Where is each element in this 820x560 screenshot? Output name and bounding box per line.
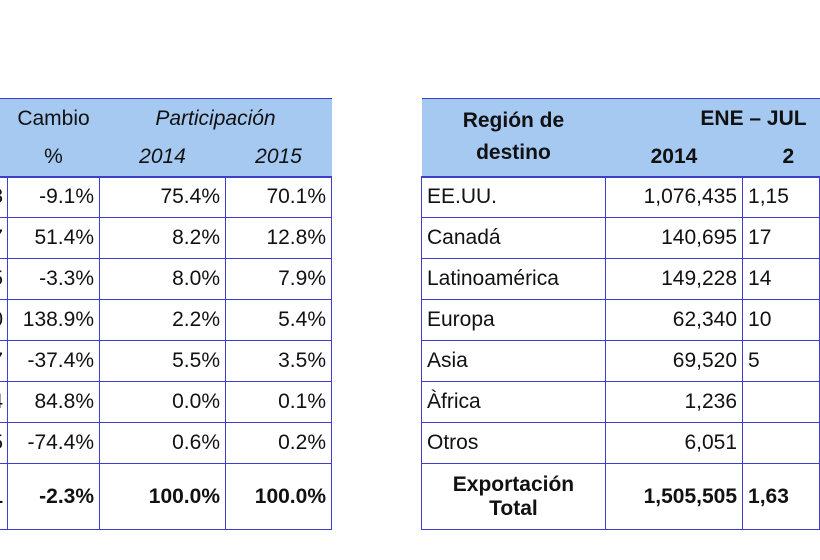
year-2014-header: 2014 <box>99 138 226 178</box>
exports-table-header-row-1: Región de destino ENE – JUL <box>421 98 820 178</box>
exports-table-row: Asia 69,520 5 <box>421 340 820 382</box>
region-cell: Otros <box>421 422 606 464</box>
value-2014-cell: 140,695 <box>604 217 744 259</box>
share-2015-cell: 7.9% <box>225 258 332 300</box>
exports-table-row: EE.UU. 1,076,435 1,15 <box>421 176 820 218</box>
region-header: Región de destino <box>421 98 606 178</box>
exports-table-header-row-2: 2014 2 <box>422 138 820 178</box>
region-cell: Àfrica <box>421 381 606 423</box>
cambio-cell: -37.4% <box>7 340 100 382</box>
value-2014-cell: 69,520 <box>604 340 744 382</box>
value-2015-cell: 5 <box>742 340 820 382</box>
row-cut-cell: 0 <box>0 299 8 341</box>
total-cambio-cell: -2.3% <box>7 463 100 530</box>
share-2015-cell: 0.2% <box>225 422 332 464</box>
row-cut-cell: 7 <box>0 217 8 259</box>
share-table-row: 5-74.4%0.6%0.2% <box>0 422 332 464</box>
value-2014-cell: 1,076,435 <box>604 176 744 218</box>
cambio-cell: -74.4% <box>7 422 100 464</box>
share-2014-cell: 5.5% <box>99 340 226 382</box>
region-cell: EE.UU. <box>421 176 606 218</box>
header-cut-cell <box>0 98 8 139</box>
region-cell: Latinoamérica <box>421 258 606 300</box>
share-table-row: 5-3.3%8.0%7.9% <box>0 258 332 300</box>
exports-table-row: Àfrica 1,236 <box>421 381 820 423</box>
share-2014-cell: 8.0% <box>99 258 226 300</box>
row-cut-cell: 7 <box>0 340 8 382</box>
total-2014-cell: 1,505,505 <box>604 463 744 530</box>
total-label-line1: Exportación <box>452 472 575 496</box>
share-2014-cell: 8.2% <box>99 217 226 259</box>
cambio-cell: 138.9% <box>7 299 100 341</box>
exports-table-row: Latinoamérica 149,228 14 <box>421 258 820 300</box>
period-header: ENE – JUL <box>605 98 820 139</box>
cambio-header-top: Cambio <box>7 98 100 139</box>
share-2015-cell: 3.5% <box>225 340 332 382</box>
share-table: Cambio Participación % 2014 2015 3-9.1%7… <box>0 98 332 530</box>
share-2014-cell: 0.6% <box>99 422 226 464</box>
total-cut-cell: 1 <box>0 463 8 530</box>
year-2014-header: 2014 <box>605 138 743 178</box>
row-cut-cell: 5 <box>0 258 8 300</box>
exports-table-row: Otros 6,051 <box>421 422 820 464</box>
cambio-cell: -9.1% <box>7 176 100 218</box>
share-table-row: 484.8%0.0%0.1% <box>0 381 332 423</box>
share-table-header-row-2: % 2014 2015 <box>0 138 332 178</box>
value-2015-cell: 17 <box>742 217 820 259</box>
total-label-line2: Total <box>489 496 538 520</box>
share-table-row: 3-9.1%75.4%70.1% <box>0 176 332 218</box>
exports-table-total-row: Exportación Total 1,505,505 1,63 <box>421 463 820 530</box>
year-2015-header: 2015 <box>225 138 332 178</box>
exports-table-row: Europa 62,340 10 <box>421 299 820 341</box>
row-cut-cell: 5 <box>0 422 8 464</box>
row-cut-cell: 4 <box>0 381 8 423</box>
cambio-cell: 51.4% <box>7 217 100 259</box>
cambio-cell: -3.3% <box>7 258 100 300</box>
share-2015-cell: 0.1% <box>225 381 332 423</box>
share-table-row: 0138.9%2.2%5.4% <box>0 299 332 341</box>
share-2015-cell: 70.1% <box>225 176 332 218</box>
share-table-row: 7-37.4%5.5%3.5% <box>0 340 332 382</box>
total-2015-cell: 1,63 <box>742 463 820 530</box>
exports-table: Región de destino ENE – JUL 2014 2 EE.UU… <box>421 98 820 530</box>
share-2015-cell: 12.8% <box>225 217 332 259</box>
value-2014-cell: 1,236 <box>604 381 744 423</box>
value-2015-cell: 10 <box>742 299 820 341</box>
row-cut-cell: 3 <box>0 176 8 218</box>
header-cut-cell <box>0 138 8 178</box>
region-header-line2: destino <box>476 141 551 165</box>
share-2014-cell: 75.4% <box>99 176 226 218</box>
value-2015-cell: 14 <box>742 258 820 300</box>
value-2014-cell: 149,228 <box>604 258 744 300</box>
share-table-row: 751.4%8.2%12.8% <box>0 217 332 259</box>
value-2015-cell: 1,15 <box>742 176 820 218</box>
total-region-cell: Exportación Total <box>421 463 606 530</box>
total-2014-cell: 100.0% <box>99 463 226 530</box>
region-cell: Europa <box>421 299 606 341</box>
value-2014-cell: 62,340 <box>604 299 744 341</box>
region-header-line1: Región de <box>462 109 565 133</box>
cambio-header-bottom: % <box>7 138 100 178</box>
region-cell: Canadá <box>421 217 606 259</box>
share-2015-cell: 5.4% <box>225 299 332 341</box>
exports-table-row: Canadá 140,695 17 <box>421 217 820 259</box>
share-2014-cell: 0.0% <box>99 381 226 423</box>
value-2015-cell <box>742 422 820 464</box>
year-2015-header: 2 <box>742 138 820 178</box>
value-2014-cell: 6,051 <box>604 422 744 464</box>
total-2015-cell: 100.0% <box>225 463 332 530</box>
share-table-header-row-1: Cambio Participación <box>0 98 332 139</box>
region-cell: Asia <box>421 340 606 382</box>
share-2014-cell: 2.2% <box>99 299 226 341</box>
cambio-cell: 84.8% <box>7 381 100 423</box>
value-2015-cell <box>742 381 820 423</box>
participacion-header: Participación <box>99 98 332 139</box>
share-table-total-row: 1 -2.3% 100.0% 100.0% <box>0 463 332 530</box>
